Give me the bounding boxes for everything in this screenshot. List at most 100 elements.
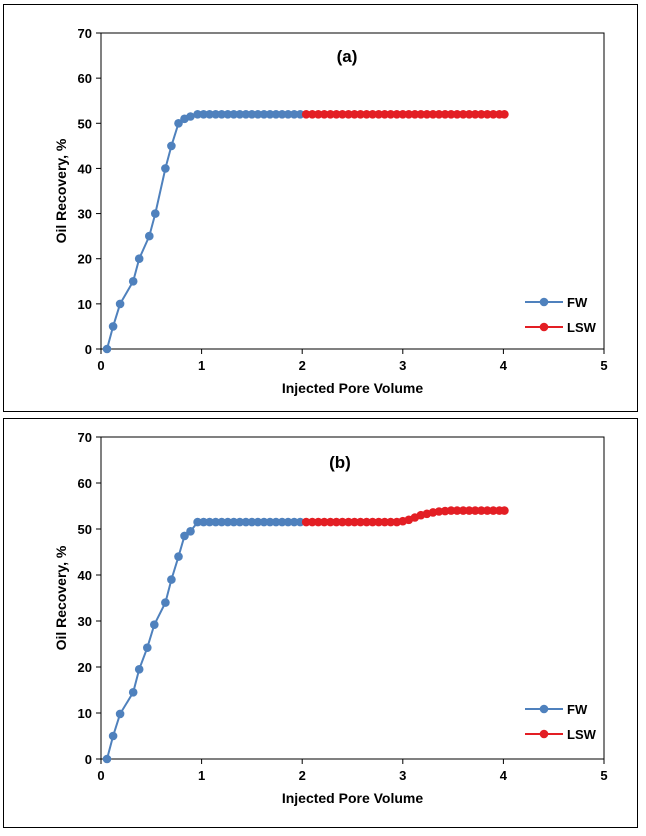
x-tick-label: 4 xyxy=(500,358,508,373)
chart-title: (a) xyxy=(337,47,358,66)
data-point-lsw xyxy=(422,110,432,119)
data-point-lsw xyxy=(308,517,317,527)
x-tick-label: 0 xyxy=(97,358,104,373)
data-point-lsw xyxy=(386,517,396,527)
y-tick-label: 10 xyxy=(78,297,92,312)
data-point-fw xyxy=(205,110,214,119)
data-point-fw xyxy=(211,517,220,527)
data-point-lsw xyxy=(470,506,480,515)
legend-label-lsw: LSW xyxy=(567,727,597,742)
data-point-lsw xyxy=(446,110,456,119)
data-point-fw xyxy=(199,517,208,527)
data-point-lsw xyxy=(398,110,408,119)
data-point-lsw xyxy=(344,517,353,527)
data-point-lsw xyxy=(464,506,474,515)
data-point-fw xyxy=(186,112,195,121)
data-point-lsw xyxy=(332,110,341,119)
data-point-fw xyxy=(102,344,112,354)
data-point-fw xyxy=(295,110,305,119)
data-point-lsw xyxy=(500,110,509,119)
legend-marker-fw xyxy=(539,297,549,307)
y-tick-label: 40 xyxy=(78,161,92,176)
data-point-fw xyxy=(150,620,159,629)
plot-area xyxy=(100,436,605,760)
data-point-fw xyxy=(161,598,170,607)
legend-label-lsw: LSW xyxy=(567,320,597,335)
data-point-fw xyxy=(277,517,287,527)
data-point-fw xyxy=(193,517,202,527)
data-point-lsw xyxy=(477,506,486,515)
data-point-lsw xyxy=(314,517,323,527)
data-point-lsw xyxy=(440,110,450,119)
x-tick-label: 3 xyxy=(399,768,406,783)
series-line-fw xyxy=(106,113,301,350)
data-point-lsw xyxy=(452,506,462,515)
data-point-lsw xyxy=(320,110,329,119)
data-point-fw xyxy=(241,110,251,119)
data-point-fw xyxy=(235,517,245,527)
data-point-fw xyxy=(180,531,189,541)
data-point-lsw xyxy=(483,110,492,119)
data-point-fw xyxy=(161,164,170,173)
data-point-fw xyxy=(143,643,152,652)
data-point-fw xyxy=(283,517,293,527)
x-axis-label: Injected Pore Volume xyxy=(282,380,424,396)
data-point-lsw xyxy=(446,506,456,515)
x-tick-label: 3 xyxy=(399,358,406,373)
chart-title: (b) xyxy=(329,453,351,472)
data-point-fw xyxy=(241,517,251,527)
data-point-fw xyxy=(128,277,138,286)
data-point-fw xyxy=(167,141,176,151)
data-point-lsw xyxy=(374,517,384,527)
data-point-lsw xyxy=(301,517,311,527)
data-point-fw xyxy=(134,665,144,674)
data-point-fw xyxy=(217,517,226,527)
y-tick-label: 60 xyxy=(78,71,92,86)
x-tick-label: 1 xyxy=(198,768,205,783)
data-point-lsw xyxy=(464,110,474,119)
y-axis-label: Oil Recovery, % xyxy=(53,138,69,243)
data-point-fw xyxy=(186,527,195,536)
data-point-fw xyxy=(174,552,183,561)
data-point-lsw xyxy=(477,110,486,119)
data-point-fw xyxy=(151,209,160,218)
data-point-lsw xyxy=(326,517,335,527)
data-point-lsw xyxy=(338,110,347,119)
data-point-lsw xyxy=(483,506,492,515)
data-point-fw xyxy=(259,110,269,119)
x-tick-label: 2 xyxy=(299,768,306,783)
data-point-lsw xyxy=(434,110,444,119)
chart-panel-b: 0 10 20 30 40 50 60 70 0 1 2 3 4 5 Injected Pore Volum… xyxy=(3,418,638,828)
data-point-fw xyxy=(167,575,176,584)
y-tick-label: 20 xyxy=(78,252,92,267)
data-point-lsw xyxy=(416,110,426,119)
x-tick-label: 4 xyxy=(500,768,508,783)
data-point-fw xyxy=(259,517,269,527)
data-point-lsw xyxy=(458,110,468,119)
y-tick-label: 0 xyxy=(85,752,92,767)
data-point-lsw xyxy=(434,507,444,516)
x-tick-label: 5 xyxy=(600,768,607,783)
data-point-lsw xyxy=(470,110,480,119)
data-point-fw xyxy=(229,517,239,527)
data-point-lsw xyxy=(344,110,353,119)
plot-area xyxy=(100,32,605,350)
y-tick-label: 50 xyxy=(78,522,92,537)
data-point-lsw xyxy=(350,517,359,527)
y-tick-label: 0 xyxy=(85,342,92,357)
chart-panel-a: 0 10 20 30 40 50 60 70 0 1 2 3 4 5 Injected Pore Volum… xyxy=(3,4,638,412)
data-point-fw xyxy=(115,299,125,309)
data-point-lsw xyxy=(489,506,498,515)
data-point-lsw xyxy=(350,110,359,119)
data-point-fw xyxy=(145,231,154,241)
data-point-lsw xyxy=(362,517,371,527)
data-point-lsw xyxy=(338,517,347,527)
oil-recovery-chart-a: 0 10 20 30 40 50 60 70 0 1 2 3 4 5 Injected Pore Volum… xyxy=(53,26,608,396)
x-tick-label: 2 xyxy=(299,358,306,373)
y-tick-label: 60 xyxy=(78,476,92,491)
data-point-lsw xyxy=(356,517,365,527)
data-point-lsw xyxy=(500,506,509,515)
data-point-fw xyxy=(128,688,138,697)
data-point-lsw xyxy=(452,110,462,119)
data-point-fw xyxy=(229,110,239,119)
